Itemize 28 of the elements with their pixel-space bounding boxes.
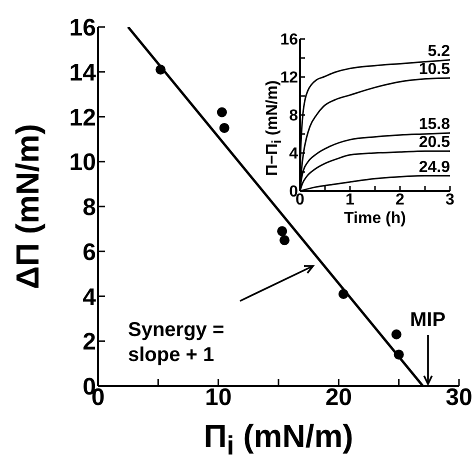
x-axis-title: Time (h) — [343, 210, 407, 228]
x-tick-label: 30 — [446, 384, 472, 412]
series-label: 5.2 — [428, 42, 450, 60]
annotation: Synergy = slope + 1 — [128, 319, 224, 366]
series-label: 10.5 — [418, 60, 450, 78]
x-tick-label: 20 — [325, 384, 352, 412]
x-tick-label: 3 — [446, 191, 455, 208]
y-tick-label: 6 — [82, 238, 96, 266]
series-label: 15.8 — [418, 116, 450, 134]
annotation: MIP — [410, 309, 446, 331]
y-tick-label: 16 — [280, 32, 298, 49]
x-tick-label: 2 — [396, 191, 405, 208]
x-axis-title: Π$_{i}$ (mN/m) — [202, 418, 354, 462]
x-tick-label: 1 — [346, 191, 355, 208]
series-label: 24.9 — [418, 158, 450, 176]
y-tick-label: 14 — [69, 59, 97, 86]
y-tick-label: 16 — [69, 14, 96, 42]
y-tick-label: 12 — [280, 70, 298, 87]
x-tick-label: 10 — [204, 384, 232, 412]
y-tick-label: 4 — [289, 146, 298, 163]
y-tick-label: 8 — [82, 194, 96, 222]
y-tick-label: 12 — [69, 104, 96, 132]
y-tick-label: 4 — [82, 284, 97, 311]
y-tick-label: 10 — [69, 149, 96, 176]
y-tick-label: 8 — [289, 108, 298, 125]
series-label: 20.5 — [418, 134, 450, 152]
y-tick-label: 2 — [82, 328, 96, 356]
y-axis-title: ΔΠ (mN/m) — [10, 122, 46, 292]
